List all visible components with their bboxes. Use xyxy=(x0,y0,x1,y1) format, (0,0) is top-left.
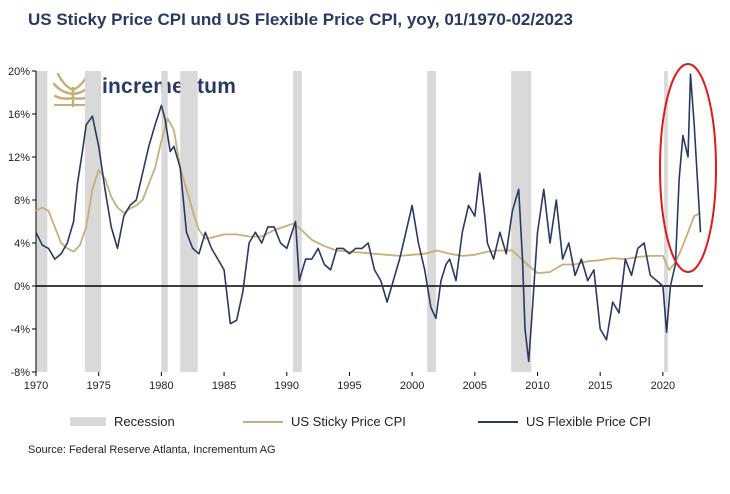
y-tick-label: 20% xyxy=(8,66,30,78)
y-tick-label: 8% xyxy=(14,195,30,207)
x-tick-label: 1970 xyxy=(24,380,48,392)
logo-text: incrementum xyxy=(102,75,237,98)
y-tick-label: -4% xyxy=(10,324,30,336)
recession-band-3 xyxy=(180,71,198,372)
x-tick-label: 2000 xyxy=(400,380,424,392)
recession-band-2 xyxy=(161,71,168,372)
x-tick-label: 1985 xyxy=(212,380,236,392)
x-tick-label: 1995 xyxy=(337,380,361,392)
series-line-sticky xyxy=(35,117,701,275)
x-tick-label: 2010 xyxy=(525,380,549,392)
chart-legend: Recession US Sticky Price CPI US Flexibl… xyxy=(0,414,730,434)
recession-bands xyxy=(36,71,668,372)
legend-item-flexible: US Flexible Price CPI xyxy=(478,414,651,429)
recession-band-7 xyxy=(664,71,668,372)
x-tick-label: 2005 xyxy=(463,380,487,392)
legend-swatch-recession xyxy=(70,417,106,426)
recession-band-4 xyxy=(293,71,302,372)
legend-label-flexible: US Flexible Price CPI xyxy=(526,414,651,429)
y-tick-label: -8% xyxy=(10,367,30,379)
legend-label-sticky: US Sticky Price CPI xyxy=(291,414,406,429)
legend-label-recession: Recession xyxy=(114,414,175,429)
x-tick-label: 1990 xyxy=(275,380,299,392)
y-tick-label: 16% xyxy=(8,109,30,121)
axis-lines xyxy=(35,71,703,372)
x-tick-label: 1980 xyxy=(149,380,173,392)
x-tick-label: 2015 xyxy=(588,380,612,392)
recession-band-5 xyxy=(427,71,436,372)
legend-item-sticky: US Sticky Price CPI xyxy=(243,414,406,429)
y-tick-label: 0% xyxy=(14,281,30,293)
x-tick-label: 1975 xyxy=(86,380,110,392)
x-axis-ticks: 1970 1975 1980 1985 1990 1995 2000 2005 2010 2015… xyxy=(24,372,675,392)
source-note: Source: Federal Reserve Atlanta, Increme… xyxy=(28,444,276,456)
recession-band-0 xyxy=(36,71,48,372)
series-lines xyxy=(35,73,702,363)
y-tick-label: 12% xyxy=(8,152,30,164)
y-axis-ticks: 20% 16% 12% 8% 4% 0% -4% -8% xyxy=(8,66,36,379)
legend-swatch-sticky xyxy=(243,420,283,423)
legend-swatch-flexible xyxy=(478,420,518,423)
recession-band-1 xyxy=(84,71,102,372)
legend-item-recession: Recession xyxy=(70,414,175,429)
highlight-circle xyxy=(659,63,717,273)
y-tick-label: 4% xyxy=(14,238,30,250)
series-line-flexible xyxy=(35,73,702,363)
chart-title: US Sticky Price CPI und US Flexible Pric… xyxy=(28,10,573,29)
x-tick-label: 2020 xyxy=(651,380,675,392)
